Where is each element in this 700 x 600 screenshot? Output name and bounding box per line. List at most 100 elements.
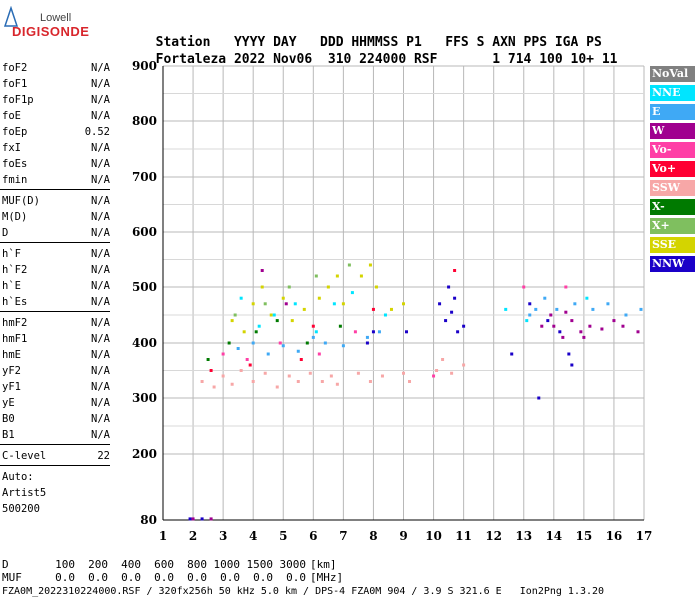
param-row-b1: B1 N/A	[2, 427, 110, 443]
param-row-fof2: foF2 N/A	[2, 60, 110, 76]
param-value: N/A	[91, 264, 110, 276]
logo-digisonde: DIGISONDE	[12, 24, 90, 39]
param-row-fof1: foF1 N/A	[2, 76, 110, 92]
data-point-x	[206, 358, 210, 361]
header-value-time: 310 224000 RSF	[327, 52, 438, 67]
param-row-fxi: fxI N/A	[2, 140, 110, 156]
param-value: N/A	[91, 174, 110, 186]
data-point-vo	[453, 269, 457, 272]
x-tick-label: 7	[339, 529, 347, 543]
data-point-e	[236, 347, 240, 350]
data-point-ssw	[239, 369, 243, 372]
data-point-ssw	[287, 374, 291, 378]
data-point-sse	[374, 285, 378, 289]
param-value: N/A	[91, 429, 110, 441]
param-label: D	[2, 227, 9, 239]
footer-label: MUF	[2, 571, 22, 584]
param-label: fmin	[2, 174, 28, 186]
footer-value: 0.0	[286, 571, 306, 584]
param-label: yF2	[2, 365, 21, 377]
data-point-e	[341, 344, 345, 348]
y-tick-label: 80	[140, 513, 157, 527]
data-point-w	[579, 330, 583, 334]
param-row-hmf2: hmF2 N/A	[2, 315, 110, 331]
data-point-e	[266, 352, 270, 356]
footer-value: 1500	[246, 558, 274, 571]
param-label: hmE	[2, 349, 21, 361]
y-tick-label: 200	[132, 447, 157, 461]
param-label: foF2	[2, 62, 28, 74]
data-point-ssw	[296, 380, 300, 383]
data-point-x	[254, 330, 258, 334]
param-label: MUF(D)	[2, 195, 40, 207]
param-label: foEs	[2, 158, 28, 170]
data-point-ssw	[251, 380, 255, 383]
param-value: 22	[97, 450, 110, 462]
data-point-sse	[290, 319, 294, 323]
data-point-e	[296, 349, 300, 353]
footer-value: 0.0	[55, 571, 75, 584]
footer-value: 1000	[213, 558, 241, 571]
data-point-ssw	[275, 385, 279, 389]
param-value: N/A	[91, 349, 110, 361]
param-value: N/A	[91, 227, 110, 239]
data-point-nne	[257, 324, 261, 328]
data-point-w	[549, 313, 553, 317]
data-point-sse	[335, 274, 339, 278]
digisonde-logo-mark	[4, 6, 18, 27]
data-point-e	[528, 313, 532, 317]
header-value-params: 1 714 100 10+ 11	[492, 52, 618, 67]
x-tick-label: 12	[485, 529, 502, 543]
x-tick-label: 13	[515, 529, 532, 543]
param-label: yF1	[2, 381, 21, 393]
data-point-x	[275, 319, 279, 323]
data-point-sse	[281, 296, 285, 300]
data-point-x	[347, 263, 351, 267]
data-point-nne	[239, 296, 243, 300]
param-label: foF1p	[2, 94, 34, 106]
data-point-nnw	[444, 319, 448, 323]
data-point-e	[534, 307, 538, 311]
data-point-x	[227, 341, 231, 345]
data-point-x	[305, 341, 309, 345]
param-row-mufd: MUF(D) N/A	[2, 193, 110, 209]
header-label-station: Station	[155, 35, 211, 50]
data-point-vo	[221, 352, 225, 356]
param-label: B0	[2, 413, 15, 425]
param-label: hmF2	[2, 317, 28, 329]
data-point-nnw	[200, 517, 204, 521]
footer-value: 800	[187, 558, 207, 571]
y-tick-label: 400	[132, 336, 157, 350]
footer-value: 0.0	[220, 571, 240, 584]
header-values: Fortaleza 2022 Nov06 310 224000 RSF 1 71…	[140, 37, 618, 67]
data-point-e	[323, 341, 327, 345]
y-tick-label: 500	[132, 280, 157, 294]
param-value: N/A	[91, 296, 110, 308]
y-tick-label: 300	[132, 391, 157, 405]
data-point-e	[543, 296, 547, 300]
legend-item-w: W	[650, 123, 695, 139]
footer-value: 400	[121, 558, 141, 571]
param-row-md: M(D) N/A	[2, 209, 110, 225]
param-row-hes: h`Es N/A	[2, 294, 110, 310]
legend-item-e: E	[650, 104, 695, 120]
data-point-e	[624, 313, 628, 317]
data-point-w	[260, 269, 264, 272]
x-tick-label: 4	[249, 529, 257, 543]
footer-distance-row: D 100 200 400 600 800 1000 1500 3000 [km]	[2, 558, 337, 571]
y-tick-label: 900	[132, 59, 157, 73]
y-tick-label: 800	[132, 114, 157, 128]
data-point-nnw	[567, 352, 571, 356]
footer-value: 3000	[279, 558, 307, 571]
data-point-sse	[269, 313, 273, 317]
param-label: B1	[2, 429, 15, 441]
x-tick-label: 16	[606, 529, 623, 543]
data-point-nne	[332, 302, 336, 306]
data-point-vo	[245, 358, 249, 361]
data-point-nnw	[456, 330, 460, 334]
data-point-nnw	[438, 302, 442, 306]
data-point-ssw	[212, 385, 216, 389]
header-label-time: DDD HHMMSS P1	[320, 35, 422, 50]
data-point-ssw	[308, 371, 312, 375]
data-point-nne	[504, 307, 508, 311]
